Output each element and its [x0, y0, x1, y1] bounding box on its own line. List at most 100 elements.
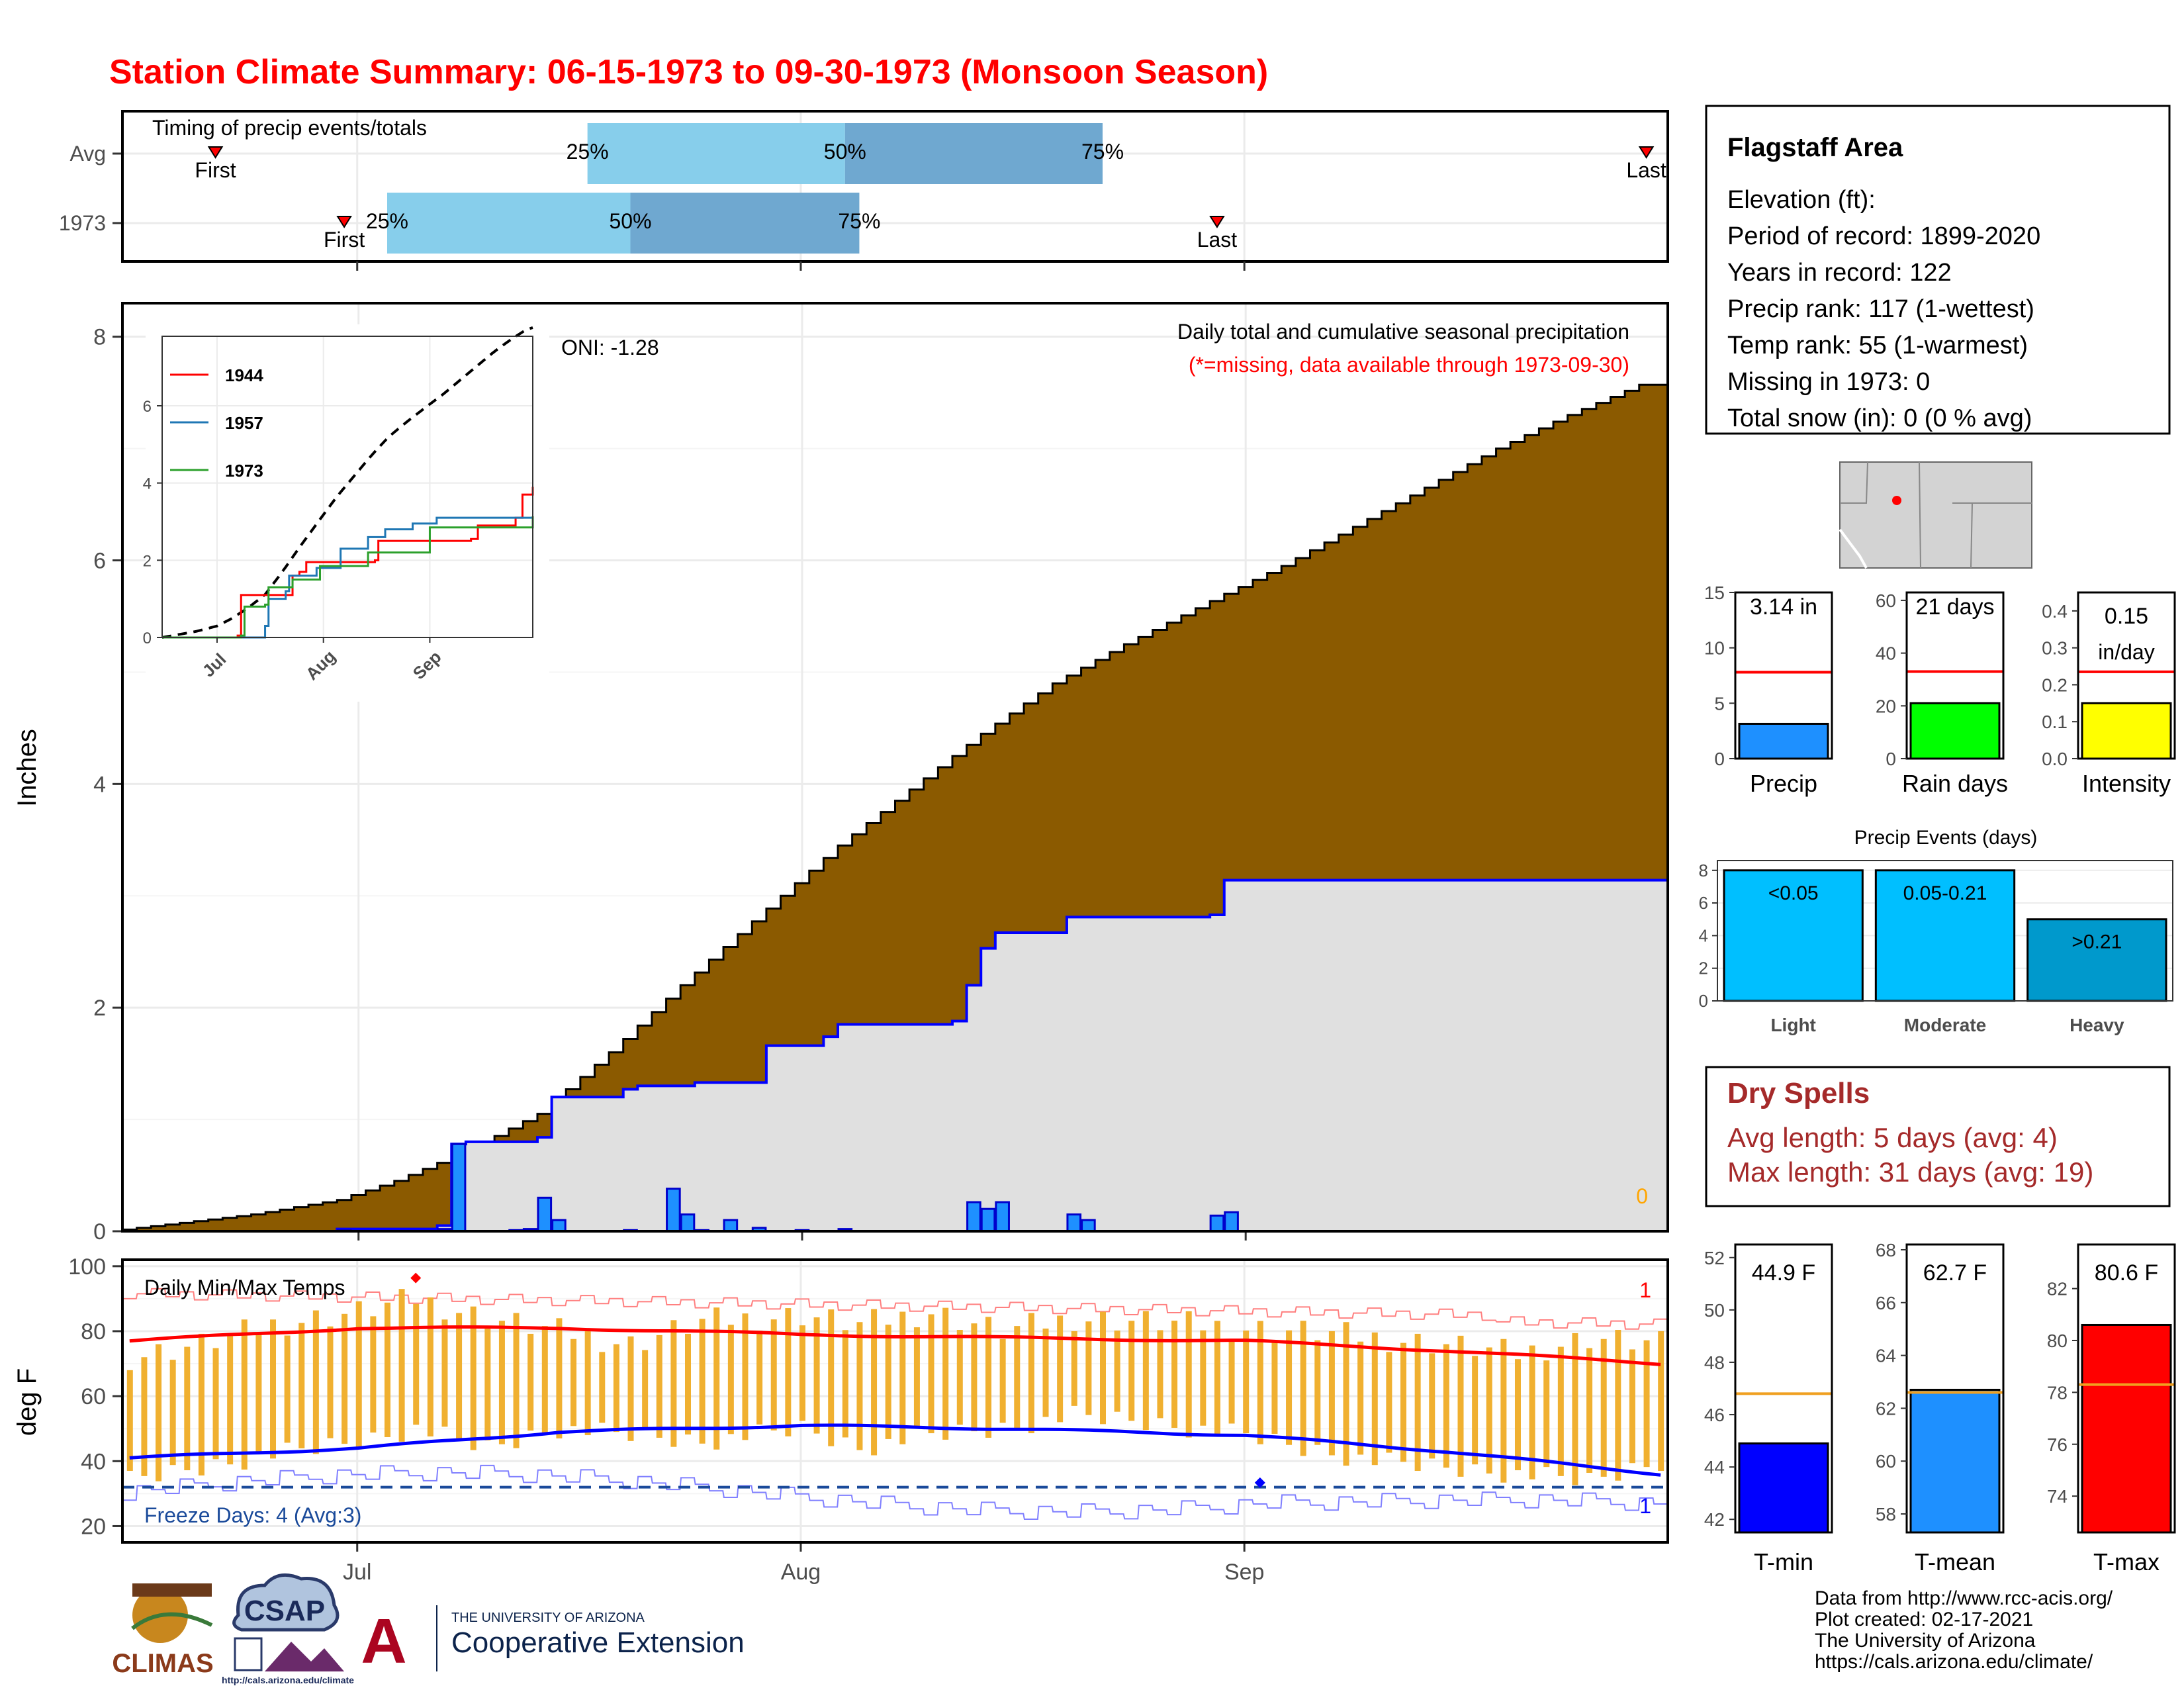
inset-border [161, 336, 533, 638]
inset-legend-label: 1944 [225, 365, 263, 385]
dry-spells-avg: Avg length: 5 days (avg: 4) [1727, 1122, 2058, 1153]
seasonal-bars: 3.14 in 0 5 10 15 Precip 21 days 0 20 40 60 Rain da… [1704, 583, 2176, 797]
daily-temp-bar [828, 1309, 835, 1446]
daily-temp-bar [327, 1326, 334, 1438]
mini-bar-value-label: 21 days [1915, 594, 1994, 620]
daily-temp-bar [1271, 1340, 1278, 1434]
precip-event-category: Moderate [1904, 1015, 1986, 1035]
mini-chart-name: Precip [1750, 770, 1817, 797]
timing-bar-50-75 [630, 193, 860, 254]
mini-y-tick-label: 0 [1886, 749, 1896, 769]
precip-events-title: Precip Events (days) [1854, 827, 2038, 849]
oni-label: ONI: -1.28 [561, 336, 659, 359]
avg-min-temp-line [129, 1423, 1661, 1477]
inset-series-1973 [162, 516, 534, 639]
daily-temp-bar [384, 1302, 390, 1437]
temp-x-tick-label: Jul [343, 1560, 371, 1585]
daily-temp-bar [1185, 1311, 1192, 1438]
timing-label-75: 75% [1081, 140, 1124, 164]
inset-series-1944 [162, 487, 534, 639]
temp-bar-0 [1738, 1442, 1829, 1534]
csap-logo-url: http://cals.arizona.edu/climate [222, 1675, 354, 1685]
daily-temp-bar [212, 1348, 219, 1460]
daily-precip-bar [551, 1219, 567, 1233]
temp-bar-y-tick-label: 62 [1876, 1398, 1896, 1419]
precip-event-category: Heavy [2070, 1015, 2124, 1035]
events-y-tick-label: 4 [1699, 925, 1708, 945]
inset-series-1957 [162, 516, 533, 639]
temp-bar-value-label: 80.6 F [2095, 1260, 2158, 1286]
daily-temp-bar [1557, 1346, 1564, 1476]
daily-temp-bar [1114, 1330, 1120, 1412]
daily-temp-bar [1328, 1331, 1335, 1456]
mini-bar-1 [1909, 702, 2001, 760]
daily-temp-bar [1314, 1340, 1321, 1445]
daily-precip-bar [723, 1219, 739, 1233]
daily-temp-bar [556, 1318, 563, 1438]
events-y-tick-label: 0 [1699, 991, 1708, 1011]
temp-bar-y-tick-label: 58 [1876, 1504, 1896, 1524]
mini-y-tick-label: 0.1 [2042, 712, 2068, 732]
temp-bar-name: T-mean [1915, 1548, 1995, 1575]
inset-background [146, 324, 549, 702]
daily-temp-bar [1457, 1335, 1464, 1477]
daily-temp-bar [928, 1314, 934, 1434]
temp-bar-y-tick-label: 66 [1876, 1293, 1896, 1313]
daily-temp-bar [513, 1313, 520, 1448]
timing-border [121, 110, 1669, 263]
daily-temp-bar [1472, 1356, 1479, 1465]
daily-temp-bar [1443, 1344, 1449, 1468]
temp-bar-y-tick-label: 80 [2047, 1331, 2068, 1351]
precip-border [121, 302, 1669, 1233]
locator-map [1839, 461, 2032, 569]
precip-y-tick-label: 2 [93, 996, 106, 1021]
coop-extension-label: Cooperative Extension [451, 1626, 745, 1659]
daily-temp-bar [312, 1310, 319, 1454]
daily-temp-bar [899, 1311, 906, 1444]
temp-x-tick-label: Sep [1224, 1560, 1265, 1585]
footer-credit-line: The University of Arizona [1815, 1630, 2036, 1652]
temp-bar-2 [2081, 1323, 2172, 1534]
record-low-count: 1 [1639, 1494, 1651, 1518]
daily-temp-bar [584, 1331, 591, 1436]
daily-temp-bar [398, 1289, 405, 1442]
daily-temp-bar [355, 1301, 362, 1450]
mini-bar-2 [2081, 702, 2172, 760]
daily-temp-bar [999, 1338, 1006, 1423]
daily-temp-bar [1071, 1331, 1077, 1406]
mini-bar-unit-label: in/day [2098, 640, 2154, 664]
map-state-borders [1840, 461, 2032, 569]
timing-label-50: 50% [824, 140, 866, 164]
daily-temp-bar [956, 1330, 963, 1425]
daily-precip-bar [666, 1188, 681, 1233]
daily-temp-bar [198, 1333, 205, 1476]
daily-temp-bar [627, 1336, 634, 1441]
mini-chart-border [2077, 591, 2176, 760]
record-low-line [122, 1464, 1668, 1520]
daily-temp-bar [1386, 1352, 1392, 1453]
temp-bar-y-tick-label: 60 [1876, 1451, 1896, 1472]
precip-event-bar-label: <0.05 [1768, 882, 1819, 904]
missing-count: 0 [1636, 1184, 1648, 1208]
daily-temp-bar [1586, 1348, 1593, 1473]
daily-temp-bar [1099, 1311, 1106, 1425]
daily-precip-bar [537, 1196, 553, 1233]
daily-precip-bar [1066, 1213, 1082, 1233]
station-info-line: Total snow (in): 0 (0 % avg) [1727, 404, 2032, 432]
footer-credit-line: Data from http://www.rcc-acis.org/ [1815, 1587, 2113, 1609]
daily-temp-bar [1371, 1332, 1378, 1466]
dry-spells-border [1705, 1066, 2171, 1207]
timing-label-25: 25% [366, 209, 408, 233]
temp-bar-y-tick-label: 48 [1704, 1352, 1725, 1373]
timing-row-label: Avg [69, 142, 106, 165]
temp-y-tick-label: 20 [81, 1514, 106, 1539]
precip-event-bar-light [1723, 869, 1864, 1002]
daily-temp-bar [913, 1327, 920, 1429]
dry-spells-max: Max length: 31 days (avg: 19) [1727, 1156, 2093, 1188]
precip-y-axis-label: Inches [13, 729, 42, 807]
record-low-marker [1254, 1477, 1265, 1488]
daily-temp-bar [441, 1319, 448, 1427]
mini-y-tick-label: 10 [1704, 638, 1725, 659]
temp-bar-y-tick-label: 50 [1704, 1300, 1725, 1321]
